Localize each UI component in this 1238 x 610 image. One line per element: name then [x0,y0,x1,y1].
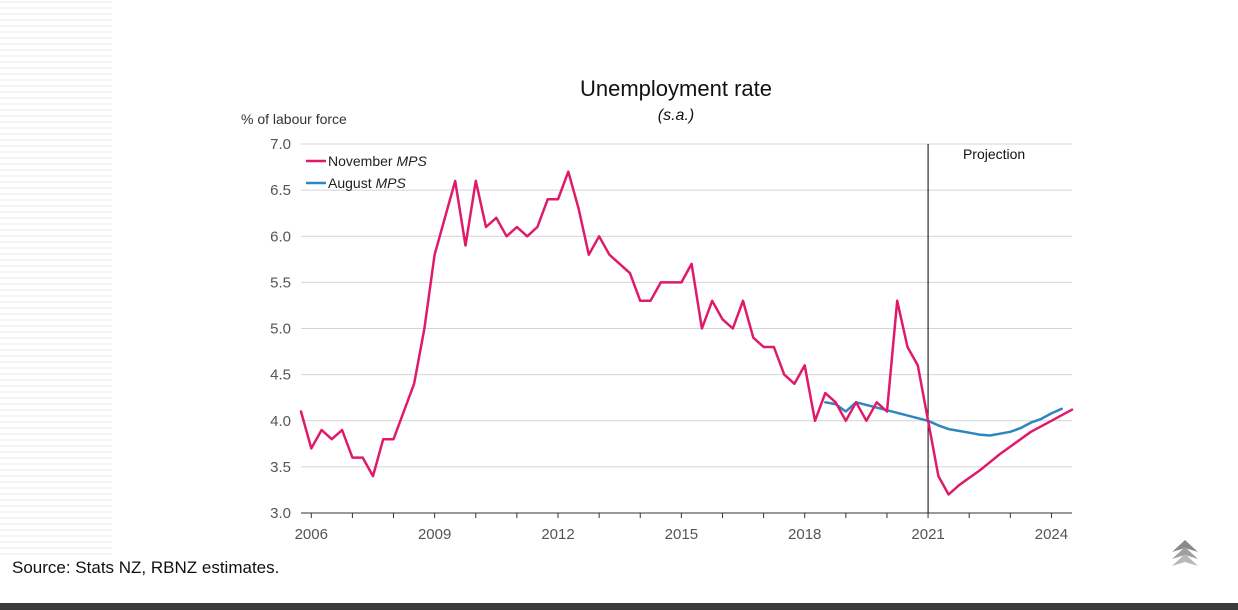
series-line-august [824,401,1063,437]
y-tick-label: 3.0 [270,505,291,522]
y-tick-label: 6.5 [270,182,291,199]
series-line-november [299,170,1074,496]
x-tick-label: 2021 [911,526,944,543]
y-tick-label: 4.0 [270,413,291,430]
chart-subtitle: (s.a.) [658,107,694,124]
y-tick-label: 5.5 [270,274,291,291]
y-tick-label: 3.5 [270,459,291,476]
series-lines [299,170,1074,496]
y-tick-label: 6.0 [270,228,291,245]
y-tick-label: 7.0 [270,136,291,153]
rbnz-logo-icon [1172,540,1198,566]
x-tick-label: 2012 [541,526,574,543]
legend-label-august: August MPS [328,175,406,191]
x-tick-label: 2009 [418,526,451,543]
legend-label-november: November MPS [328,153,427,169]
grid-lines [301,143,1072,468]
source-note: Source: Stats NZ, RBNZ estimates. [12,558,280,577]
chart-title: Unemployment rate [580,76,772,101]
x-tick-label: 2024 [1035,526,1068,543]
y-axis-label: % of labour force [241,111,347,127]
projection-label: Projection [963,146,1025,162]
x-tick-label: 2018 [788,526,821,543]
y-tick-label: 5.0 [270,321,291,338]
x-tick-label: 2006 [295,526,328,543]
legend: November MPS August MPS [306,153,427,191]
y-tick-label: 4.5 [270,367,291,384]
decorative-side-pattern [0,0,112,555]
x-axis: 2006 2009 2012 2015 2018 2021 2024 [295,512,1072,543]
y-tick-labels: 7.0 6.5 6.0 5.5 5.0 4.5 4.0 3.5 3.0 [270,136,291,522]
bottom-bar [0,603,1238,610]
x-tick-label: 2015 [665,526,698,543]
